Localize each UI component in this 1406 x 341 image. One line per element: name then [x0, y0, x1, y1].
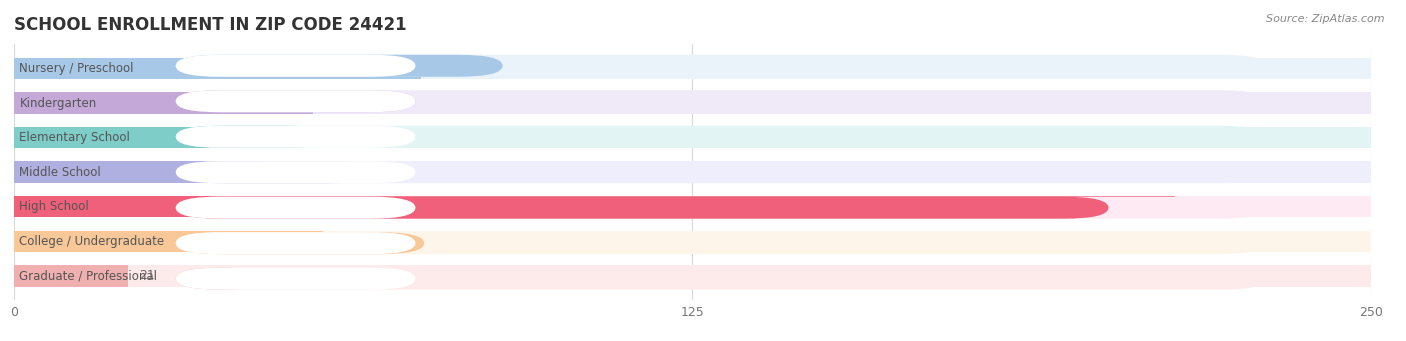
Text: High School: High School [20, 200, 89, 213]
Bar [14, 231, 323, 252]
Text: 36: 36 [221, 131, 236, 144]
Text: 46: 46 [274, 166, 290, 179]
Text: Kindergarten: Kindergarten [20, 97, 97, 109]
Bar [14, 231, 1371, 252]
Text: SCHOOL ENROLLMENT IN ZIP CODE 24421: SCHOOL ENROLLMENT IN ZIP CODE 24421 [14, 16, 406, 34]
Bar [14, 58, 422, 79]
Bar [14, 127, 1371, 148]
Text: Middle School: Middle School [20, 166, 101, 179]
Bar [14, 162, 264, 183]
Text: Graduate / Professional: Graduate / Professional [20, 269, 157, 282]
Bar [14, 265, 128, 286]
Bar [14, 162, 1371, 183]
Bar [14, 196, 1371, 218]
Bar [14, 92, 1371, 114]
Text: Elementary School: Elementary School [20, 131, 131, 144]
Text: 214: 214 [1142, 200, 1164, 213]
Text: Nursery / Preschool: Nursery / Preschool [20, 62, 134, 75]
Text: Source: ZipAtlas.com: Source: ZipAtlas.com [1267, 14, 1385, 24]
Text: 57: 57 [335, 235, 350, 248]
Bar [14, 265, 1371, 286]
Bar [14, 127, 209, 148]
Bar [14, 58, 1371, 79]
Bar [14, 196, 1175, 218]
Text: 75: 75 [432, 62, 449, 75]
Text: 55: 55 [323, 97, 339, 109]
Text: College / Undergraduate: College / Undergraduate [20, 235, 165, 248]
Text: 21: 21 [139, 269, 155, 282]
Bar [14, 92, 312, 114]
